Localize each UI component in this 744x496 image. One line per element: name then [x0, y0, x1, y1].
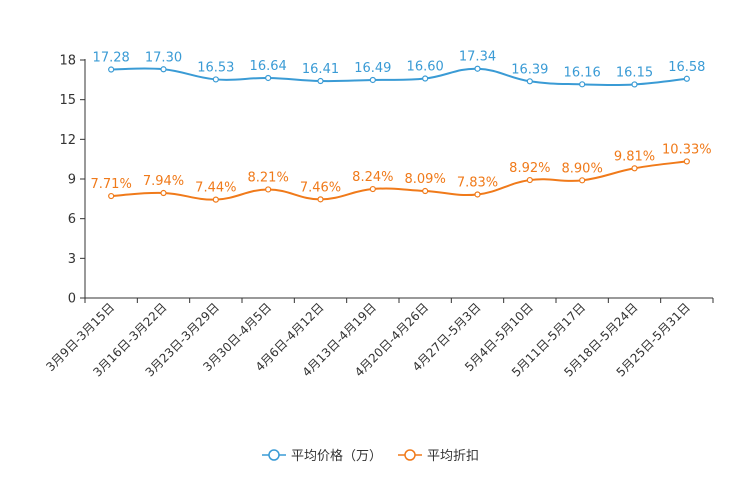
y-tick-label: 9 [68, 173, 76, 188]
data-point [212, 196, 219, 203]
data-point [317, 196, 324, 203]
y-tick-label: 6 [68, 212, 76, 227]
data-label: 17.28 [93, 51, 130, 66]
data-point [526, 78, 533, 85]
data-label: 7.83% [457, 175, 498, 190]
data-label: 7.44% [195, 181, 236, 196]
data-point [526, 176, 533, 184]
data-point [631, 165, 638, 172]
chart-series [108, 65, 690, 203]
data-label: 9.81% [614, 149, 655, 164]
data-point [265, 74, 272, 82]
data-label: 16.39 [511, 62, 548, 77]
data-label: 7.94% [143, 174, 184, 189]
data-label: 16.15 [616, 65, 653, 80]
data-label: 17.30 [145, 50, 182, 65]
data-point [265, 186, 272, 193]
data-label: 8.92% [509, 161, 550, 176]
series-line-1 [111, 67, 687, 87]
data-point [579, 81, 586, 88]
data-label: 7.46% [300, 180, 341, 195]
data-label: 8.90% [562, 161, 603, 176]
data-label: 16.16 [564, 65, 601, 80]
data-label: 16.49 [354, 61, 391, 76]
y-tick-label: 18 [59, 54, 76, 69]
y-tick-label: 3 [68, 252, 76, 267]
data-label: 16.53 [197, 60, 234, 75]
data-label: 16.64 [250, 59, 287, 74]
data-point [317, 77, 324, 85]
data-label: 16.58 [668, 60, 705, 75]
data-point [369, 185, 376, 193]
data-point [422, 187, 429, 195]
chart-data-labels: 17.28 17.30 16.53 16.64 16.41 16.49 16.60 17.34… [91, 50, 712, 196]
legend-swatch-marker [268, 449, 280, 461]
chart-legend: 平均价格（万） 平均折扣 [262, 448, 479, 464]
y-tick-label: 0 [68, 292, 76, 307]
data-label: 8.09% [405, 172, 446, 187]
legend-label: 平均折扣 [427, 449, 479, 464]
data-point [160, 66, 167, 73]
data-point [422, 75, 429, 82]
data-point [369, 76, 376, 84]
chart-axes: 03691215183月9日-3月15日3月16日-3月22日3月23日-3月2… [43, 54, 714, 380]
series-line-2 [111, 160, 687, 201]
legend-label: 平均价格（万） [291, 448, 382, 464]
data-point [108, 66, 115, 73]
data-label: 10.33% [662, 142, 712, 157]
data-point [108, 192, 115, 200]
data-point [160, 189, 167, 197]
y-tick-label: 12 [59, 133, 76, 148]
data-label: 7.71% [91, 177, 132, 192]
data-point [212, 76, 219, 83]
data-label: 16.41 [302, 62, 339, 77]
data-label: 17.34 [459, 50, 496, 65]
data-point [683, 158, 690, 165]
data-label: 8.24% [352, 170, 393, 185]
data-point [474, 65, 481, 72]
legend-swatch-marker [404, 449, 416, 461]
data-point [683, 75, 690, 82]
data-point [579, 177, 586, 184]
data-label: 16.60 [407, 60, 444, 75]
data-label: 8.21% [248, 170, 289, 185]
data-point [631, 81, 638, 88]
y-tick-label: 15 [59, 93, 76, 108]
data-point [474, 191, 481, 198]
